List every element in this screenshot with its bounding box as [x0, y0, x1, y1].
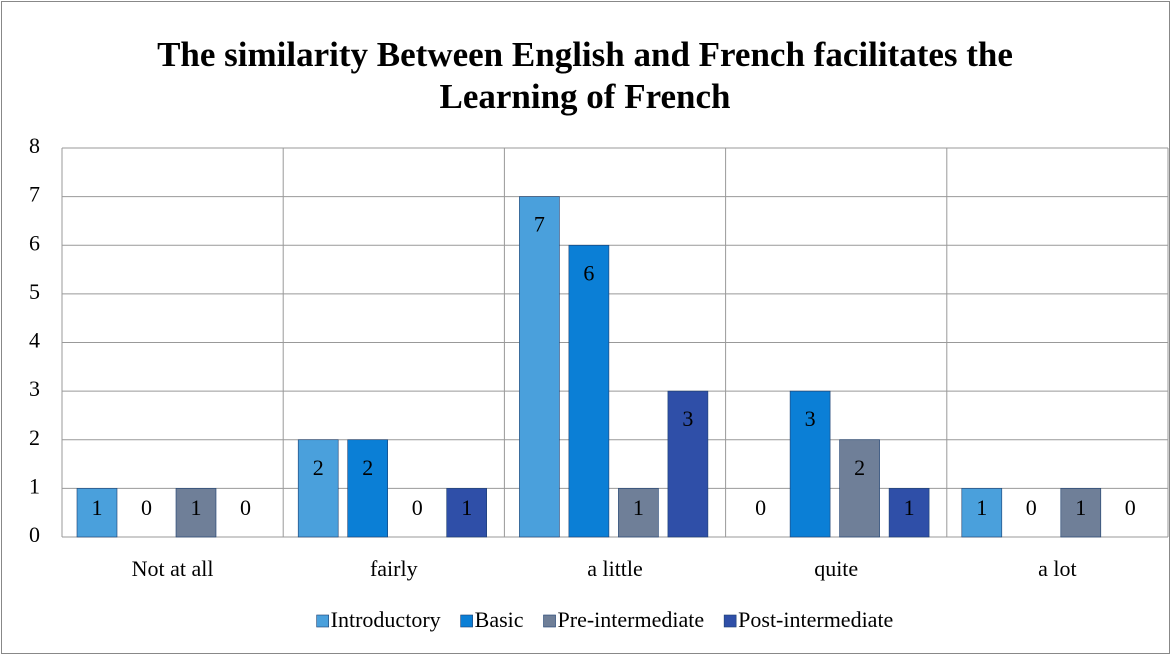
data-label: 0 [141, 495, 152, 520]
bar [175, 488, 217, 538]
bar [888, 488, 930, 538]
data-label: 2 [854, 455, 865, 480]
data-label: 0 [412, 495, 423, 520]
data-label: 0 [1026, 495, 1037, 520]
data-label: 1 [461, 495, 472, 520]
legend-label: Post-intermediate [738, 607, 893, 632]
data-label: 0 [240, 495, 251, 520]
y-tick-label: 7 [29, 182, 40, 207]
data-label: 0 [1125, 495, 1136, 520]
legend-label: Introductory [331, 607, 441, 632]
legend-marker [316, 614, 329, 628]
y-tick-label: 4 [29, 328, 40, 353]
data-label: 7 [534, 212, 545, 237]
data-label: 2 [313, 455, 324, 480]
x-tick-label: Not at all [132, 556, 214, 581]
x-tick-label: a little [587, 556, 643, 581]
y-tick-label: 5 [29, 279, 40, 304]
bar [961, 488, 1003, 538]
legend-label: Pre-intermediate [558, 607, 705, 632]
legend-marker [723, 614, 737, 628]
legend-marker [543, 614, 556, 628]
legend-label: Basic [475, 607, 524, 632]
bar [76, 488, 118, 538]
x-tick-label: fairly [370, 556, 418, 581]
data-label: 1 [976, 495, 987, 520]
y-tick-label: 0 [29, 522, 40, 547]
bar [839, 439, 880, 538]
bar [568, 244, 610, 538]
data-label: 1 [633, 495, 644, 520]
x-tick-label: a lot [1038, 556, 1077, 581]
chart-title: The similarity Between English and Frenc… [157, 35, 1013, 116]
data-label: 0 [755, 495, 766, 520]
data-label: 3 [682, 406, 693, 431]
bar [667, 390, 709, 538]
bar [347, 439, 389, 538]
y-tick-label: 2 [29, 425, 40, 450]
data-label: 1 [92, 495, 103, 520]
bar [789, 390, 831, 538]
data-label: 1 [904, 495, 915, 520]
y-tick-label: 3 [29, 376, 40, 401]
legend-marker [460, 614, 473, 628]
y-tick-label: 8 [29, 133, 40, 158]
x-tick-label: quite [814, 556, 858, 581]
data-label: 6 [583, 260, 594, 285]
data-label: 1 [191, 495, 202, 520]
bar [446, 488, 488, 538]
y-tick-label: 1 [29, 473, 40, 498]
data-label: 3 [805, 406, 816, 431]
data-label: 1 [1075, 495, 1086, 520]
y-tick-label: 6 [29, 230, 40, 255]
bar [519, 196, 560, 538]
bar [618, 488, 659, 538]
data-label: 2 [362, 455, 373, 480]
bar [1060, 488, 1102, 538]
bar [297, 439, 339, 538]
